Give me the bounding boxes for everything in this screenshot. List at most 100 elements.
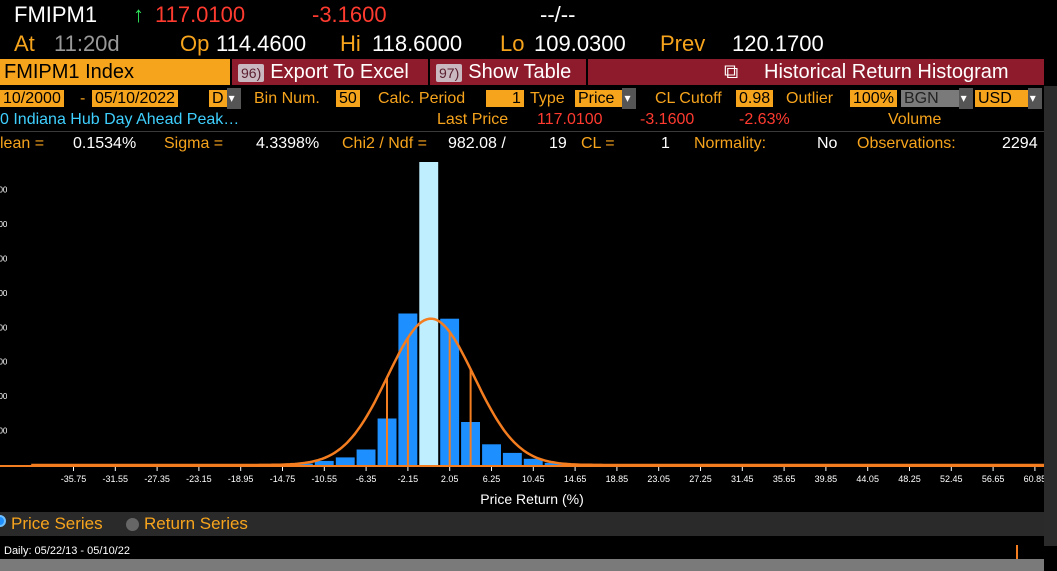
calc-label: Calc. Period [378, 90, 466, 107]
observations-value: 2294 [1002, 135, 1038, 152]
outlier-field[interactable]: 100% [850, 88, 897, 109]
x-tick-label: 44.05 [856, 474, 879, 484]
y-tick-label: 500 [0, 289, 8, 298]
start-date-field[interactable]: 10/2000 [0, 88, 64, 109]
sigma-value: 4.3398% [256, 135, 320, 152]
table-number: 97) [436, 64, 463, 82]
end-date[interactable]: 05/10/2022 [92, 90, 179, 107]
bin-field[interactable]: 50 [336, 88, 360, 109]
x-tick-label: -18.95 [228, 474, 254, 484]
period-select[interactable]: D [209, 88, 241, 109]
cl-cutoff-value[interactable]: 0.98 [736, 90, 774, 107]
chevron-down-icon[interactable] [1027, 88, 1042, 109]
series-bar: Price Series Return Series [0, 512, 1044, 536]
date-dash: - [80, 90, 86, 107]
x-tick-label: 39.85 [815, 474, 838, 484]
start-date[interactable]: 10/2000 [0, 90, 64, 107]
histogram-bar [482, 444, 501, 465]
export-excel-button[interactable]: 96) Export To Excel [232, 59, 428, 85]
prev-label: Prev [660, 31, 706, 56]
currency-select[interactable]: USD [975, 88, 1042, 109]
y-tick-label: 400 [0, 323, 8, 332]
security-name[interactable]: 0 Indiana Hub Day Ahead Peak… [0, 111, 240, 128]
vertical-scrollbar[interactable] [1044, 86, 1057, 546]
return-series-label[interactable]: Return Series [144, 514, 248, 533]
observations-label: Observations: [857, 135, 956, 152]
change-percent: -2.63% [739, 111, 790, 128]
x-tick-label: 35.65 [773, 474, 796, 484]
chi-label: Chi2 / Ndf = [342, 135, 427, 152]
histogram-bar [544, 462, 564, 465]
bid-ask-placeholder: --/-- [540, 2, 576, 27]
cl-cutoff-label: CL Cutoff [655, 90, 722, 107]
last-price-value: 117.0100 [537, 111, 603, 128]
table-label: Show Table [468, 61, 572, 83]
source-value[interactable]: BGN [901, 90, 959, 107]
cl-label: CL = [581, 135, 615, 152]
histogram-chart: -35.75 -31.55 -27.35 -23.15 -18.95 -14.75 -10.… [0, 162, 1044, 507]
price-series-radio-icon[interactable] [0, 515, 6, 527]
x-tick-label: -27.35 [144, 474, 170, 484]
x-tick-label: -6.35 [356, 474, 377, 484]
up-arrow-icon: ↑ [133, 2, 144, 27]
histogram-bar [419, 162, 439, 465]
normality-label: Normality: [694, 135, 767, 152]
open-value: 114.4600 [216, 31, 307, 56]
bin-value[interactable]: 50 [336, 90, 360, 107]
cl-value: 1 [661, 135, 670, 152]
divider [0, 131, 1044, 132]
x-tick-label: 18.85 [606, 474, 629, 484]
x-tick-label: 23.05 [647, 474, 670, 484]
mean-value: 0.1534% [73, 135, 137, 152]
x-tick-label: -2.15 [398, 474, 419, 484]
x-tick-label: -23.15 [186, 474, 212, 484]
outlier-value[interactable]: 100% [850, 90, 897, 107]
price-series-label[interactable]: Price Series [11, 514, 103, 533]
x-tick-label: 31.45 [731, 474, 754, 484]
low-value: 109.0300 [534, 31, 626, 56]
at-label: At [14, 31, 35, 56]
time: 11:20d [54, 31, 120, 56]
external-link-icon[interactable]: ⧉ [724, 61, 739, 83]
x-tick-label: -10.55 [312, 474, 338, 484]
sigma-label: Sigma = [164, 135, 224, 152]
y-tick-label: 200 [0, 392, 8, 401]
x-tick-label: -14.75 [270, 474, 296, 484]
cl-cutoff-field[interactable]: 0.98 [736, 88, 774, 109]
return-series-radio-icon[interactable] [126, 518, 139, 531]
histogram-bar [335, 457, 355, 465]
calc-value[interactable]: 1 [486, 90, 524, 107]
chevron-down-icon[interactable] [958, 88, 973, 109]
chevron-down-icon[interactable] [226, 88, 241, 109]
export-number: 96) [238, 64, 265, 82]
horizontal-scrollbar[interactable] [0, 559, 1044, 571]
show-table-button[interactable]: 97) Show Table [430, 59, 586, 85]
x-axis-label: Price Return (%) [480, 491, 583, 507]
type-select[interactable]: Price [575, 88, 637, 109]
y-tick-label: 700 [0, 220, 8, 229]
x-tick-label: 2.05 [441, 474, 459, 484]
histogram-bar [314, 460, 334, 465]
security-field[interactable]: FMIPM1 Index [0, 59, 230, 85]
volume-label: Volume [888, 111, 942, 128]
page-title: Historical Return Histogram [764, 61, 1009, 83]
last-price: 117.0100 [155, 2, 246, 27]
end-date-field[interactable]: 05/10/2022 [92, 88, 179, 109]
histogram-bar [356, 449, 376, 465]
x-tick-label: 10.45 [522, 474, 545, 484]
chevron-down-icon[interactable] [622, 88, 637, 109]
type-value[interactable]: Price [575, 90, 623, 107]
x-tick-label: -31.55 [103, 474, 129, 484]
date-range: Daily: 05/22/13 - 05/10/22 [4, 545, 130, 557]
period-value[interactable]: D [209, 90, 227, 107]
bin-label: Bin Num. [254, 90, 320, 107]
x-tick-label: 56.65 [982, 474, 1005, 484]
x-tick-label: 48.25 [898, 474, 921, 484]
y-tick-label: 600 [0, 254, 8, 263]
x-tick-label: 14.65 [564, 474, 587, 484]
last-price-label: Last Price [437, 111, 509, 128]
currency-value[interactable]: USD [975, 90, 1028, 107]
source-select[interactable]: BGN [901, 88, 973, 109]
calc-field[interactable]: 1 [486, 88, 524, 109]
outlier-label: Outlier [786, 90, 834, 107]
